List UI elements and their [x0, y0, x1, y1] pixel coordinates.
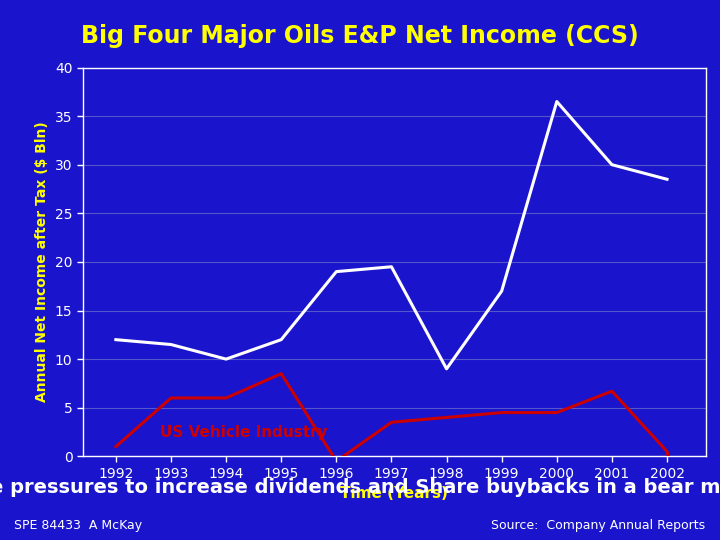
X-axis label: Time (Years): Time (Years): [341, 487, 448, 501]
Text: Big Four Major Oils E&P Net Income (CCS): Big Four Major Oils E&P Net Income (CCS): [81, 24, 639, 48]
Text: Source:  Company Annual Reports: Source: Company Annual Reports: [492, 519, 706, 532]
Text: Large pressures to increase dividends and Share buybacks in a bear market: Large pressures to increase dividends an…: [0, 478, 720, 497]
Y-axis label: Annual Net Income after Tax ($ Bln): Annual Net Income after Tax ($ Bln): [35, 122, 49, 402]
Text: SPE 84433  A McKay: SPE 84433 A McKay: [14, 519, 143, 532]
Text: US Vehicle Industry: US Vehicle Industry: [160, 425, 328, 440]
